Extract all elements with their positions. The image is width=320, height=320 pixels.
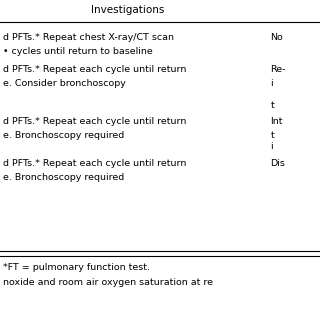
Text: i: i: [270, 142, 273, 151]
Text: *FT = pulmonary function test.: *FT = pulmonary function test.: [3, 263, 150, 272]
Text: d PFTs.* Repeat each cycle until return: d PFTs.* Repeat each cycle until return: [3, 117, 187, 126]
Text: Re-: Re-: [270, 65, 286, 74]
Text: • cycles until return to baseline: • cycles until return to baseline: [3, 47, 153, 56]
Text: Dis: Dis: [270, 159, 285, 168]
Text: i: i: [270, 79, 273, 88]
Text: Investigations: Investigations: [91, 5, 165, 15]
Text: e. Consider bronchoscopy: e. Consider bronchoscopy: [3, 79, 126, 88]
Text: d PFTs.* Repeat chest X-ray/CT scan: d PFTs.* Repeat chest X-ray/CT scan: [3, 33, 174, 42]
Text: Int: Int: [270, 117, 283, 126]
Text: No: No: [270, 33, 283, 42]
Text: t: t: [270, 101, 274, 110]
Text: e. Bronchoscopy required: e. Bronchoscopy required: [3, 173, 124, 182]
Text: e. Bronchoscopy required: e. Bronchoscopy required: [3, 131, 124, 140]
Text: noxide and room air oxygen saturation at re: noxide and room air oxygen saturation at…: [3, 278, 213, 287]
Text: d PFTs.* Repeat each cycle until return: d PFTs.* Repeat each cycle until return: [3, 159, 187, 168]
Text: d PFTs.* Repeat each cycle until return: d PFTs.* Repeat each cycle until return: [3, 65, 187, 74]
Text: t: t: [270, 131, 274, 140]
